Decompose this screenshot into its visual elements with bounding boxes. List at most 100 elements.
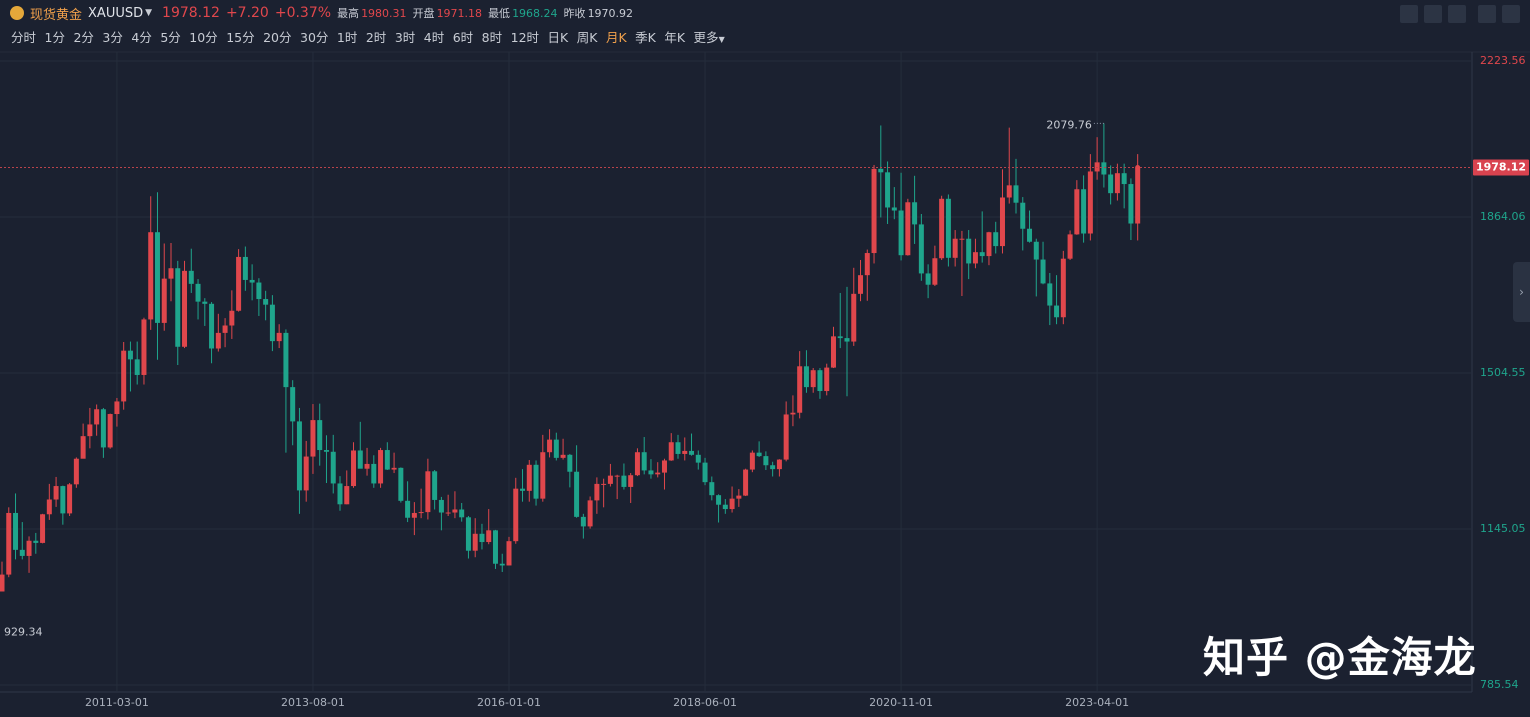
candle-body bbox=[1081, 189, 1087, 234]
timeframe-tab[interactable]: 季K bbox=[635, 30, 656, 45]
candle-body bbox=[1067, 234, 1073, 259]
candle-body bbox=[1060, 258, 1066, 318]
candle-body bbox=[127, 350, 133, 360]
timeframe-tab[interactable]: 日K bbox=[547, 30, 569, 45]
candle-body bbox=[533, 464, 539, 499]
timeframe-tab[interactable]: 10分 bbox=[189, 30, 218, 45]
candle-body bbox=[486, 530, 492, 543]
candle-body bbox=[371, 463, 377, 484]
candle-body bbox=[405, 500, 411, 518]
candle-body bbox=[972, 252, 978, 264]
candle-body bbox=[607, 475, 613, 484]
price-badge-label: 1978.12 bbox=[1476, 161, 1526, 174]
candle-body bbox=[756, 452, 762, 457]
symbol-dropdown[interactable]: ▼ bbox=[145, 8, 153, 18]
timeframe-tab[interactable]: 1分 bbox=[44, 30, 65, 45]
candle-body bbox=[13, 512, 19, 550]
candle-body bbox=[932, 258, 938, 285]
side-panel-toggle[interactable]: › bbox=[1513, 262, 1530, 322]
timeframe-tab[interactable]: 2时 bbox=[365, 30, 387, 45]
x-tick-label: 2016-01-01 bbox=[477, 696, 541, 709]
candle-body bbox=[357, 450, 363, 469]
symbol[interactable]: XAUUSD bbox=[88, 5, 144, 21]
timeframe-tab[interactable]: 30分 bbox=[300, 30, 329, 45]
candle-body bbox=[689, 450, 695, 455]
candle-body bbox=[249, 279, 255, 283]
candle-body bbox=[770, 465, 776, 470]
timeframe-tab[interactable]: 2分 bbox=[73, 30, 94, 45]
candle-body bbox=[290, 387, 296, 422]
candle-body bbox=[154, 232, 160, 323]
timeframe-tab[interactable]: 15分 bbox=[226, 30, 255, 45]
candle-body bbox=[648, 470, 654, 475]
candle-body bbox=[783, 414, 789, 460]
quote-header: 现货黄金 XAUUSD ▼ 1978.12 +7.20 +0.37% 最高 19… bbox=[10, 4, 639, 23]
timeframe-tab[interactable]: 12时 bbox=[510, 30, 540, 45]
candle-body bbox=[601, 483, 607, 485]
candle-body bbox=[885, 172, 891, 208]
candle-body bbox=[411, 512, 417, 518]
candle-body bbox=[351, 450, 357, 487]
timeframe-tab[interactable]: 8时 bbox=[481, 30, 503, 45]
timeframe-tab[interactable]: 1时 bbox=[336, 30, 358, 45]
candle-body bbox=[1033, 241, 1039, 260]
candle-body bbox=[425, 471, 431, 513]
timeframe-tab[interactable]: 4分 bbox=[131, 30, 152, 45]
candle-body bbox=[763, 456, 769, 466]
y-tick-label: 1864.06 bbox=[1480, 210, 1526, 223]
tool-button[interactable] bbox=[1478, 5, 1496, 23]
x-tick-label: 2018-06-01 bbox=[673, 696, 737, 709]
candle-body bbox=[141, 319, 147, 375]
tool-button[interactable] bbox=[1400, 5, 1418, 23]
tool-button[interactable] bbox=[1424, 5, 1442, 23]
candle-body bbox=[553, 439, 559, 458]
candle-body bbox=[432, 471, 438, 500]
candle-body bbox=[378, 450, 384, 484]
candle-body bbox=[797, 366, 803, 413]
max-label: 2079.76 bbox=[1046, 118, 1092, 131]
high-label: 最高 bbox=[337, 7, 360, 20]
candle-body bbox=[871, 168, 877, 254]
candle-body bbox=[993, 232, 999, 247]
timeframe-tab[interactable]: 周K bbox=[576, 30, 598, 45]
timeframe-tab[interactable]: 6时 bbox=[452, 30, 474, 45]
candle-body bbox=[73, 458, 79, 485]
candle-body bbox=[195, 283, 201, 302]
timeframe-tab[interactable]: 月K bbox=[605, 30, 627, 45]
timeframe-tab[interactable]: 3时 bbox=[394, 30, 416, 45]
candle-body bbox=[716, 495, 722, 505]
candle-body bbox=[729, 498, 735, 510]
candle-body bbox=[614, 475, 620, 477]
candle-body bbox=[256, 282, 262, 300]
candle-body bbox=[242, 256, 248, 280]
timeframe-tab[interactable]: 分时 bbox=[11, 30, 37, 45]
candle-body bbox=[67, 484, 73, 514]
candle-body bbox=[567, 454, 573, 472]
timeframe-tab[interactable]: 4时 bbox=[423, 30, 445, 45]
timeframe-tab[interactable]: 年K bbox=[664, 30, 686, 45]
candle-body bbox=[384, 450, 390, 470]
low-value: 1968.24 bbox=[512, 6, 558, 20]
last-price: 1978.12 bbox=[162, 5, 220, 21]
timeframe-tab[interactable]: 更多▼ bbox=[693, 30, 725, 45]
candle-body bbox=[540, 452, 546, 499]
timeframe-tab[interactable]: 3分 bbox=[102, 30, 123, 45]
candle-body bbox=[526, 464, 532, 491]
timeframe-tab[interactable]: 20分 bbox=[263, 30, 292, 45]
close-button[interactable] bbox=[1502, 5, 1520, 23]
candle-body bbox=[107, 414, 113, 448]
candle-body bbox=[303, 456, 309, 491]
candle-body bbox=[465, 517, 471, 551]
candle-body bbox=[817, 370, 823, 392]
candle-body bbox=[53, 486, 59, 500]
candle-body bbox=[1087, 171, 1093, 234]
candle-body bbox=[824, 367, 830, 392]
candle-body bbox=[202, 301, 208, 304]
timeframe-tab[interactable]: 5分 bbox=[160, 30, 181, 45]
timeframe-tabs: 分时 1分 2分 3分 4分 5分 10分 15分 20分 30分 1时 2时 3时 4时 6时 8时 12时日… bbox=[11, 27, 733, 46]
min-label: 929.34 bbox=[4, 626, 43, 639]
tool-button[interactable] bbox=[1448, 5, 1466, 23]
candle-body bbox=[1040, 259, 1046, 284]
candle-body bbox=[898, 210, 904, 256]
